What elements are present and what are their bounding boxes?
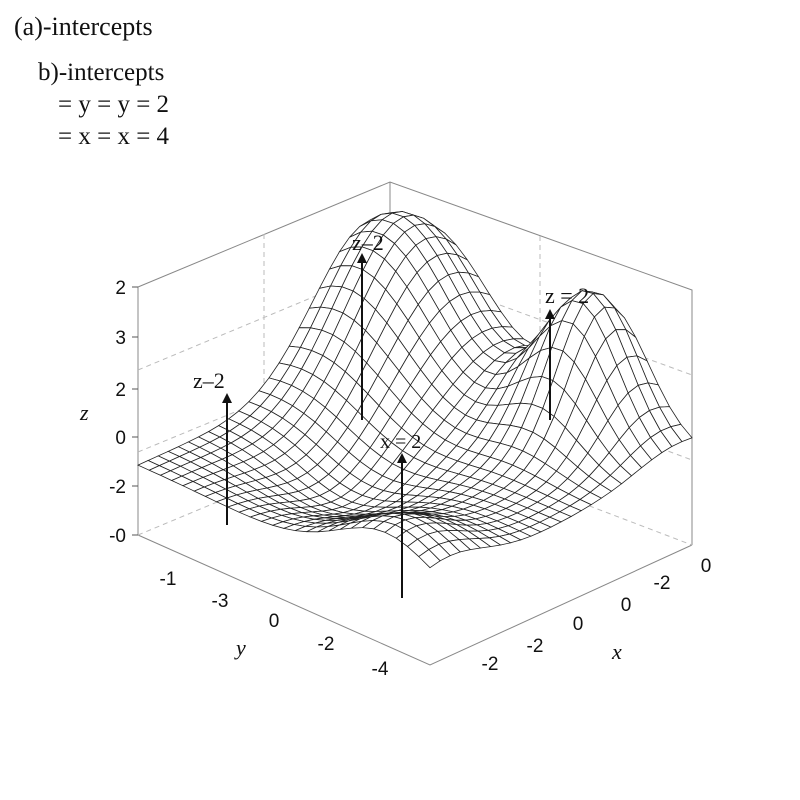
y-tick-label: -1 [160, 569, 177, 590]
surface-cell [418, 548, 441, 569]
x-tick-label: 0 [621, 595, 632, 616]
header-line: = y = y = 2 [58, 91, 169, 118]
x-tick-label: -2 [527, 636, 544, 657]
z-tick-label: 0 [115, 428, 126, 449]
z-tick-label: 2 [115, 380, 126, 401]
z-tick-label: -2 [109, 477, 126, 498]
annotation: x = 2 [380, 431, 421, 453]
title: (a)-intercepts [14, 12, 153, 41]
annotation: z–2 [193, 368, 225, 393]
surface [137, 211, 693, 569]
header-line: = x = x = 4 [58, 123, 170, 150]
y-tick-label: -3 [212, 591, 229, 612]
z-tick-label: 2 [115, 278, 126, 299]
x-tick-label: 0 [701, 556, 712, 577]
x-tick-label: -2 [482, 654, 499, 675]
annotation: z–2 [352, 230, 384, 255]
y-tick-label: -2 [318, 634, 335, 655]
y-tick-label: -4 [372, 659, 389, 680]
annotation: z = 2 [545, 283, 589, 308]
z-tick-label: 3 [115, 328, 126, 349]
ticks: 2 3 2 0 -2 -0 -1 -3 0 -2 -4 -2 -2 0 0 -2 0 [109, 278, 711, 680]
axis-label: z [79, 400, 89, 425]
y-tick-label: 0 [269, 611, 280, 632]
z-tick-label: -0 [109, 526, 126, 547]
axis-label: x [611, 639, 622, 664]
axis-label: y [234, 635, 246, 660]
arrows [222, 253, 555, 598]
header-line: b)-intercepts [38, 59, 164, 86]
x-tick-label: 0 [573, 614, 584, 635]
x-tick-label: -2 [654, 573, 671, 594]
